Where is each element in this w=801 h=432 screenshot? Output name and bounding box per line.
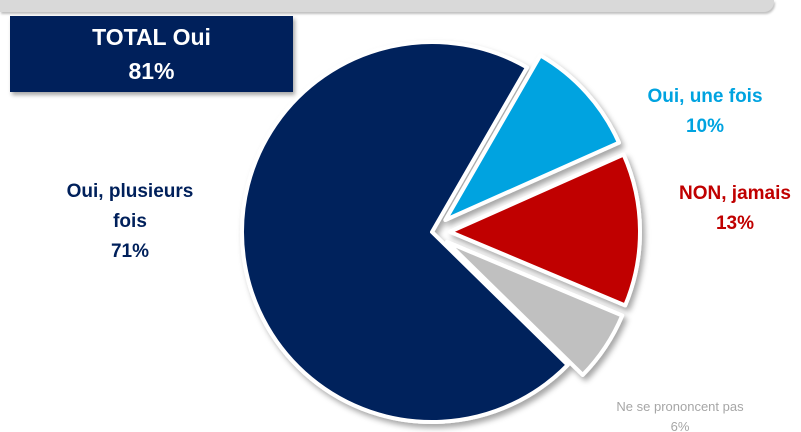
label-oui-une-fois: Oui, une fois 10%	[620, 82, 790, 142]
label-oui-une-fois-text: Oui, une fois	[647, 86, 763, 107]
pie-slice-oui-une-fois	[443, 53, 621, 222]
label-oui-plusieurs-fois-line2: fois	[113, 211, 147, 232]
pie-slice-oui-plusieurs-fois	[240, 40, 570, 424]
label-oui-une-fois-pct: 10%	[685, 116, 725, 137]
total-oui-value: 81%	[128, 58, 175, 84]
label-non-jamais: NON, jamais 13%	[660, 179, 801, 239]
header-banner	[0, 0, 774, 12]
pie-slice-ne-se-prononcent-pas	[444, 239, 625, 377]
label-non-jamais-text: NON, jamais	[679, 183, 791, 204]
pie-slice-non-jamais	[447, 152, 642, 308]
label-oui-plusieurs-fois: Oui, plusieurs fois 71%	[30, 177, 230, 267]
label-oui-plusieurs-fois-pct: 71%	[110, 241, 150, 262]
label-non-jamais-pct: 13%	[715, 213, 755, 234]
label-oui-plusieurs-fois-line1: Oui, plusieurs	[66, 181, 194, 202]
total-oui-title: TOTAL Oui	[92, 24, 211, 50]
label-ne-se-prononcent-pas-pct: 6%	[670, 419, 690, 432]
label-ne-se-prononcent-pas-text: Ne se prononcent pas	[616, 399, 744, 414]
label-ne-se-prononcent-pas: Ne se prononcent pas 6%	[570, 397, 790, 432]
total-oui-box: TOTAL Oui 81%	[10, 16, 293, 92]
